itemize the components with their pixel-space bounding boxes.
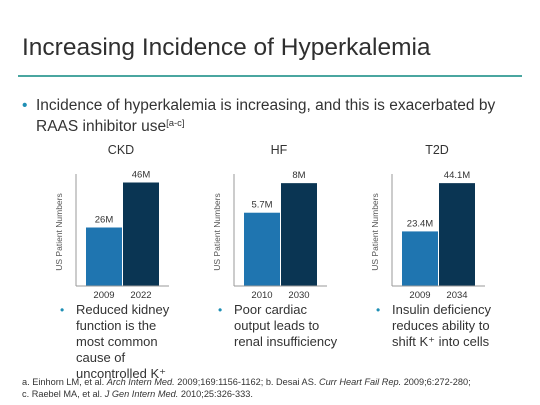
main-bullet-reference: [a-c] bbox=[166, 118, 185, 129]
chart-t2d-tick-label-2034: 2034 bbox=[446, 290, 467, 300]
ref-c-details: 2010;25:326-333. bbox=[178, 389, 253, 399]
ref-a-journal: Arch Intern Med. bbox=[106, 377, 175, 387]
ref-c-authors: c. Raebel MA, et al. bbox=[22, 389, 105, 399]
chart-hf-value-label-2030: 8M bbox=[292, 170, 305, 181]
ref-b-details: 2009;6:272-280; bbox=[401, 377, 471, 387]
sub-bullet-ckd: • Reduced kidney function is the most co… bbox=[60, 302, 180, 382]
chart-ckd-bar-2009 bbox=[86, 227, 122, 286]
sub-bullet-hf: • Poor cardiac output leads to renal ins… bbox=[218, 302, 338, 350]
sub-bullet-t2d-text: Insulin deficiency reduces ability to sh… bbox=[392, 302, 491, 349]
bullet-dot-icon: • bbox=[60, 303, 65, 317]
chart-t2d: T2D US Patient Numbers 23.4M 2009 44.1M 2034 bbox=[366, 140, 516, 300]
chart-ckd: CKD US Patient Numbers 26M 2009 46M 2022 bbox=[50, 140, 200, 300]
ref-b-journal: Curr Heart Fail Rep. bbox=[318, 377, 402, 387]
main-bullet-text: Incidence of hyperkalemia is increasing,… bbox=[22, 97, 522, 136]
chart-hf-tick-label-2030: 2030 bbox=[288, 290, 309, 300]
chart-t2d-bar-2034 bbox=[439, 183, 475, 286]
chart-hf: HF US Patient Numbers 5.7M 2010 8M 2030 bbox=[208, 140, 358, 300]
chart-t2d-value-label-2034: 44.1M bbox=[444, 170, 470, 181]
chart-t2d-title: T2D bbox=[425, 143, 449, 157]
chart-hf-svg: HF US Patient Numbers 5.7M 2010 8M 2030 bbox=[212, 143, 327, 300]
chart-t2d-svg: T2D US Patient Numbers 23.4M 2009 44.1M 2034 bbox=[370, 143, 485, 300]
chart-hf-ylabel: US Patient Numbers bbox=[212, 193, 222, 270]
sub-bullet-t2d: • Insulin deficiency reduces ability to … bbox=[376, 302, 496, 350]
chart-hf-bar-2030 bbox=[281, 183, 317, 286]
chart-t2d-bar-2009 bbox=[402, 231, 438, 286]
chart-t2d-ylabel: US Patient Numbers bbox=[370, 193, 380, 270]
chart-hf-bar-2010 bbox=[244, 212, 280, 286]
main-bullet: • Incidence of hyperkalemia is increasin… bbox=[22, 97, 522, 136]
chart-ckd-title: CKD bbox=[108, 143, 134, 157]
chart-ckd-value-label-2022: 46M bbox=[132, 170, 151, 181]
chart-hf-tick-label-2010: 2010 bbox=[251, 290, 272, 300]
bullet-dot-icon: • bbox=[218, 303, 223, 317]
chart-ckd-tick-label-2022: 2022 bbox=[130, 290, 151, 300]
ref-a-details: 2009;169:1156-1162; bbox=[174, 377, 266, 387]
ref-a-authors: a. Einhorn LM, et al. bbox=[22, 377, 107, 387]
chart-hf-title: HF bbox=[271, 143, 288, 157]
slide-title: Increasing Incidence of Hyperkalemia bbox=[22, 34, 431, 61]
sub-bullet-ckd-text: Reduced kidney function is the most comm… bbox=[76, 302, 170, 381]
chart-ckd-tick-label-2009: 2009 bbox=[93, 290, 114, 300]
chart-ckd-svg: CKD US Patient Numbers 26M 2009 46M 2022 bbox=[54, 143, 169, 300]
ref-c-journal: J Gen Intern Med. bbox=[104, 389, 179, 399]
bullet-dot-icon: • bbox=[22, 97, 28, 114]
chart-t2d-value-label-2009: 23.4M bbox=[407, 218, 433, 229]
footnote-references: a. Einhorn LM, et al. Arch Intern Med. 2… bbox=[22, 376, 522, 400]
chart-ckd-value-label-2009: 26M bbox=[95, 215, 114, 226]
ref-b-authors: b. Desai AS. bbox=[265, 377, 319, 387]
main-bullet-body: Incidence of hyperkalemia is increasing,… bbox=[36, 97, 496, 135]
chart-ckd-ylabel: US Patient Numbers bbox=[54, 193, 64, 270]
chart-hf-value-label-2010: 5.7M bbox=[251, 200, 272, 211]
bullet-dot-icon: • bbox=[376, 303, 381, 317]
chart-t2d-tick-label-2009: 2009 bbox=[409, 290, 430, 300]
chart-ckd-bar-2022 bbox=[123, 182, 159, 286]
title-divider bbox=[18, 75, 522, 77]
sub-bullet-hf-text: Poor cardiac output leads to renal insuf… bbox=[234, 302, 338, 349]
